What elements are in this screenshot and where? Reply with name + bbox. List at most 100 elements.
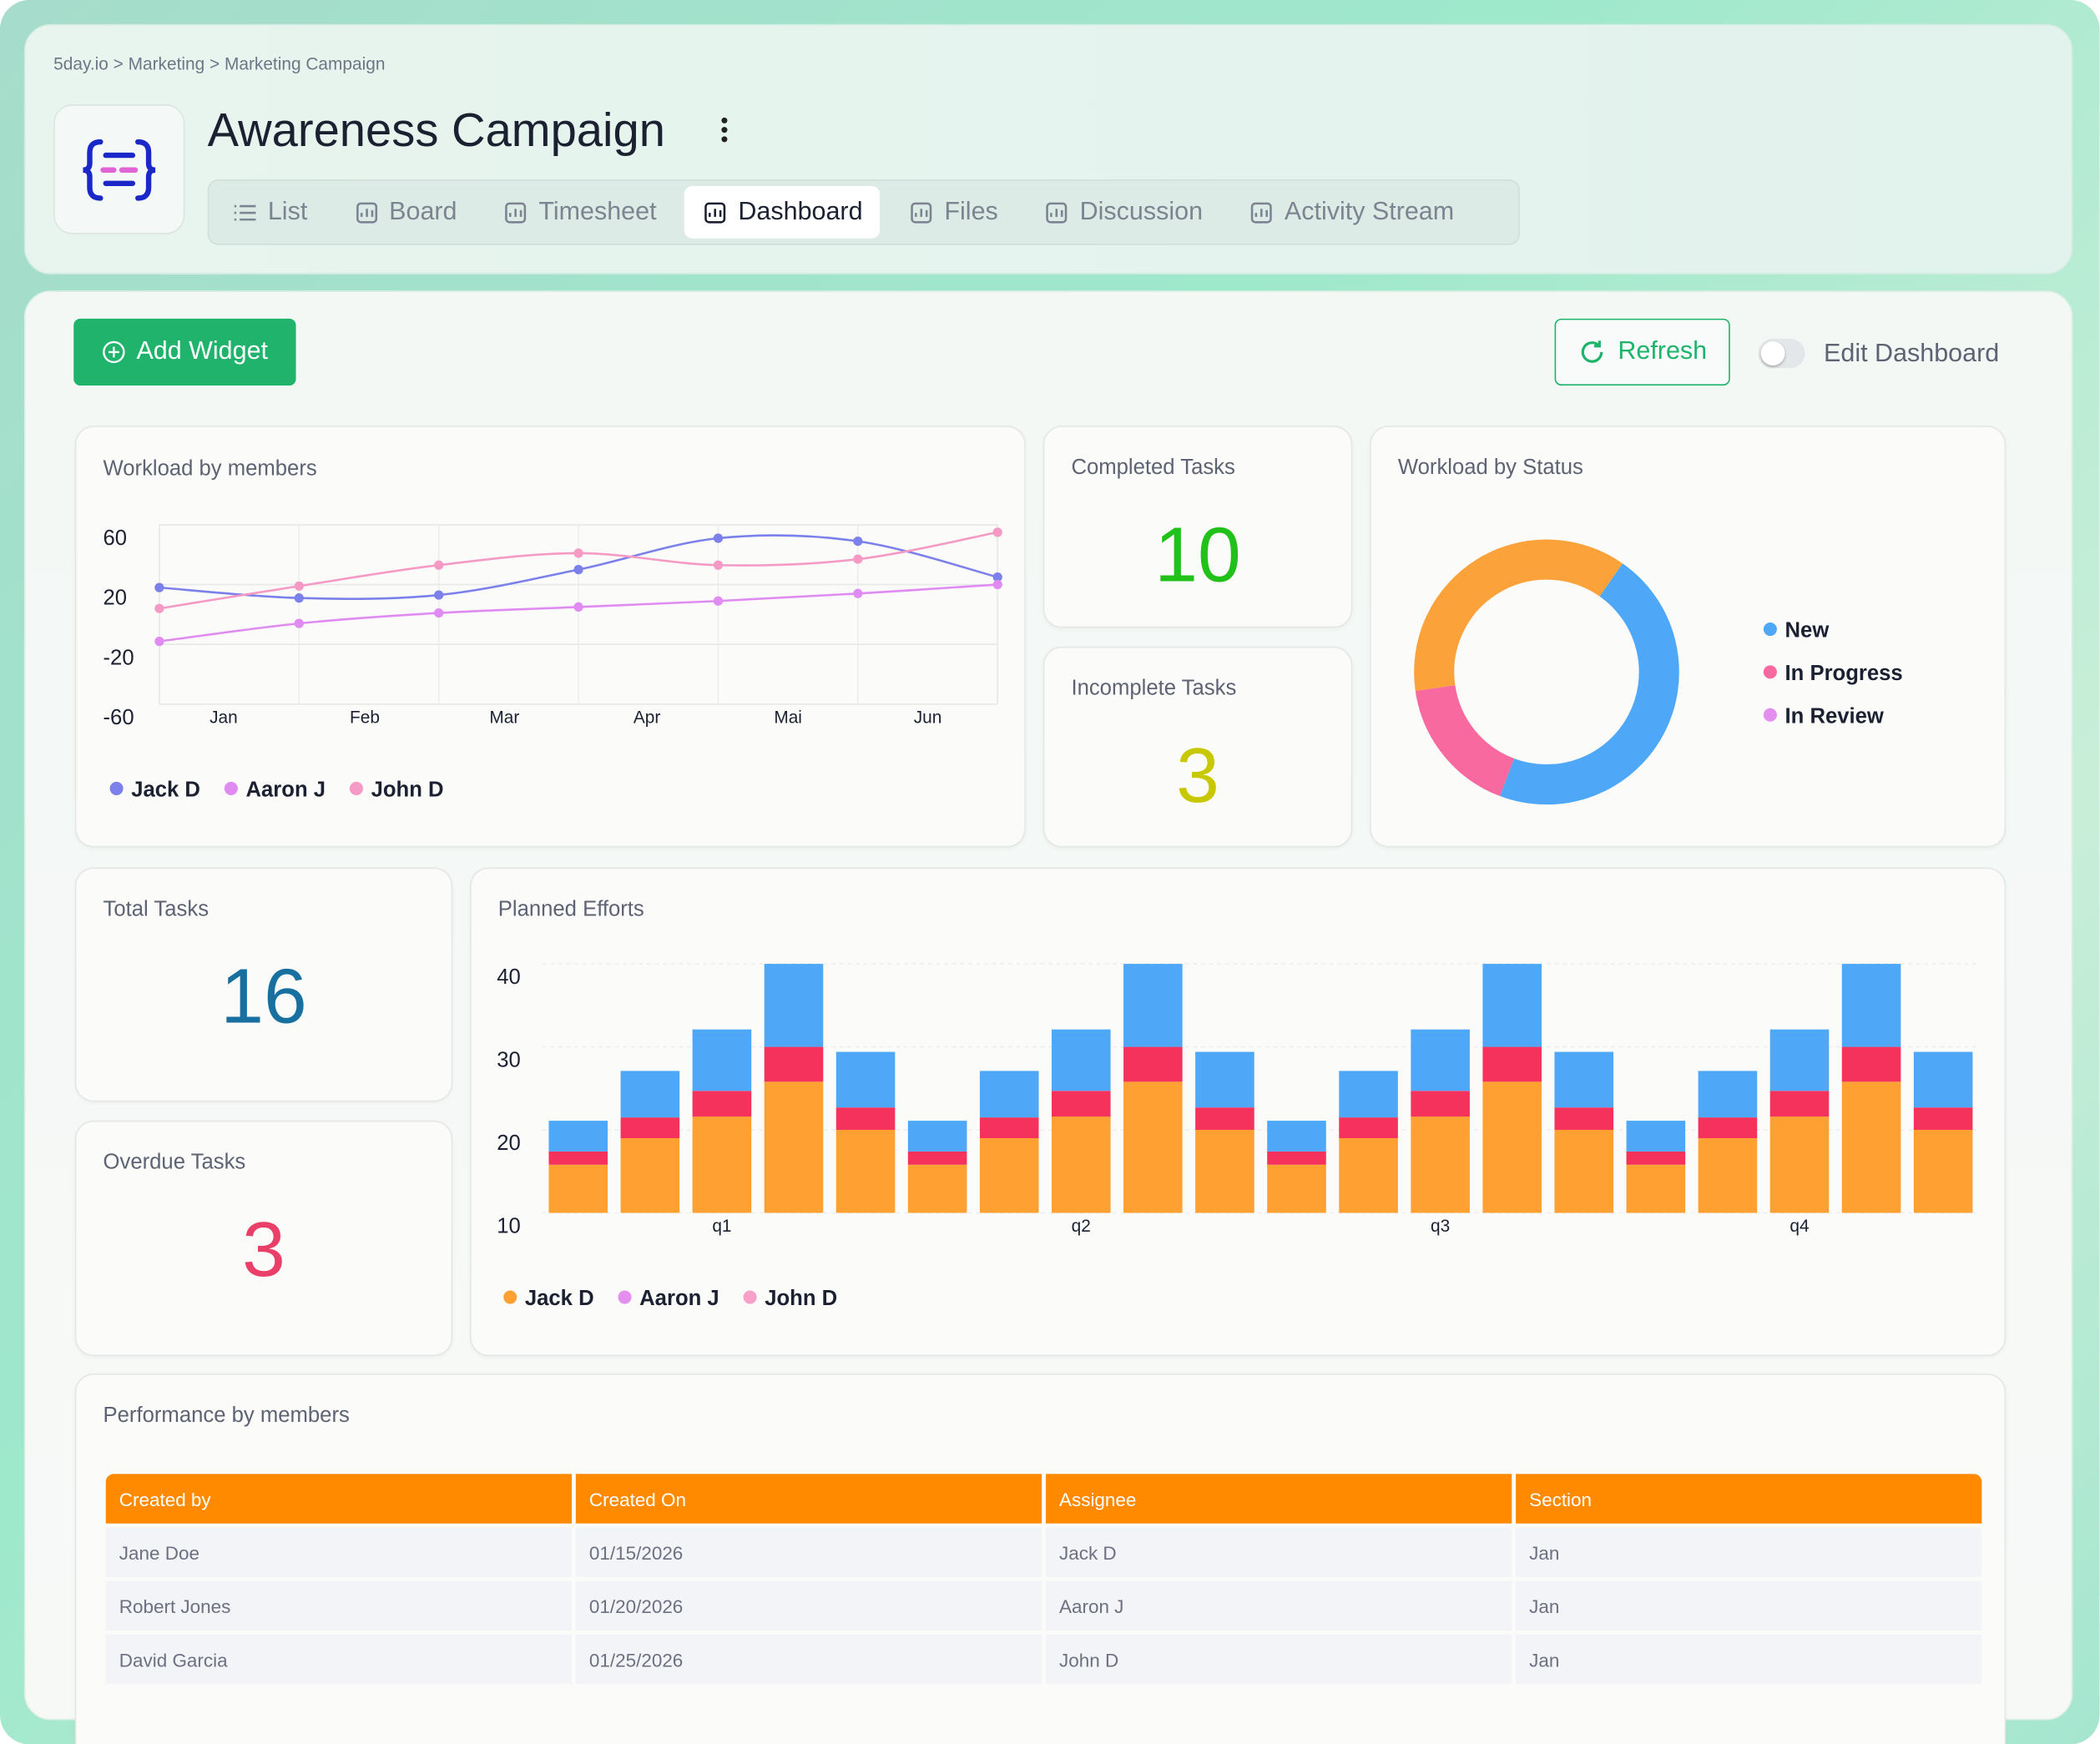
legend-label: Jack D [131,779,200,802]
bar-segment [1769,1029,1830,1091]
bar-segment [835,1051,896,1108]
bar-segment [548,1121,608,1152]
tab-label: Files [944,197,998,226]
bar-segment [764,1081,824,1213]
bar-segment [1913,1107,1973,1131]
logo-icon [83,139,156,201]
table-cell: Jan [1516,1634,1982,1685]
page-title: Awareness Campaign [207,104,665,157]
bar-segment [1769,1091,1830,1117]
point [294,618,304,628]
donut-slice [1414,539,1623,691]
legend-marker [503,1290,517,1304]
point [853,588,863,598]
point [713,560,724,570]
bar-segment [1554,1130,1614,1213]
point [434,607,444,618]
x-tick-label: q4 [1790,1217,1809,1236]
add-widget-button[interactable]: Add Widget [73,318,296,386]
point [573,602,583,612]
bar-segment [1411,1091,1470,1117]
y-tick-label: 40 [497,965,521,989]
table-cell: Robert Jones [105,1580,573,1631]
header-cell: Assignee [1045,1474,1512,1524]
legend-marker [1763,665,1777,679]
point [853,554,863,564]
x-tick-label: Apr [634,708,660,727]
table-cell: 01/25/2026 [575,1634,1042,1685]
card-title: Completed Tasks [1071,456,1235,480]
header-cell: Section [1516,1474,1982,1524]
edit-toggle[interactable] [1758,338,1805,369]
bar-segment [1626,1121,1686,1152]
table-cell: Jan [1516,1527,1982,1577]
y-tick-label: -20 [103,646,134,669]
table-cell: Jack D [1045,1527,1512,1577]
y-tick-label: 60 [103,527,128,550]
stat-card: Completed Tasks 10 [1042,426,1353,628]
point [434,590,444,600]
bar-segment [1051,1091,1111,1117]
table-cell: David Garcia [105,1634,573,1685]
data-table: Created by Created On Assignee Section Jane … [102,1470,1986,1689]
bar-segment [1411,1116,1470,1213]
bar-segment [907,1121,967,1152]
table-row: David Garcia 01/25/2026 John D Jan [105,1634,1982,1685]
bar-segment [907,1164,967,1213]
tab-icon [505,201,527,223]
bar-segment [835,1130,896,1213]
legend-label: In Progress [1785,662,1903,685]
table-cell: Jan [1516,1580,1982,1631]
point [992,527,1002,537]
y-tick-label: 20 [497,1132,521,1155]
y-tick-label: 30 [497,1049,521,1072]
table-cell: Jane Doe [105,1527,573,1577]
legend-marker [109,781,124,795]
performance-card: Performance by members Created by Created… [74,1374,2007,1744]
tab[interactable]: Discussion [1026,186,1219,239]
stat-value: 16 [220,953,307,1041]
bar-segment [1482,1081,1542,1213]
bar-segment [1841,964,1901,1047]
legend-label: Jack D [525,1287,594,1310]
stat-value: 3 [242,1206,285,1293]
point [154,582,164,592]
tab[interactable]: List [215,186,325,239]
donut-slice [1415,684,1515,797]
tab[interactable]: Board [336,186,474,239]
tab[interactable]: Activity Stream [1231,186,1472,239]
x-tick-label: Mar [489,708,519,727]
table-cell: 01/15/2026 [575,1527,1042,1577]
breadcrumb[interactable]: 5day.io > Marketing > Marketing Campaign [53,53,386,74]
refresh-button[interactable]: Refresh [1554,318,1730,386]
bar-segment [1123,964,1183,1047]
stat-card: Incomplete Tasks 3 [1042,646,1353,848]
toggle-knob [1760,341,1785,365]
bar-segment [692,1116,752,1213]
point [154,603,164,613]
x-tick-label: Mai [774,708,802,727]
tab[interactable]: Dashboard [684,185,881,239]
bar-segment [979,1137,1039,1213]
bar-segment [1769,1116,1830,1213]
bar-segment [764,1046,824,1082]
chart-title: Planned Efforts [498,897,644,920]
bar-segment [1123,1081,1183,1213]
bar-segment [1339,1117,1398,1138]
bar-segment [979,1071,1039,1118]
x-tick-label: Jun [914,708,942,727]
more-menu[interactable] [712,115,736,148]
legend-label: Aaron J [639,1287,719,1310]
bar-segment [1267,1121,1326,1152]
bar-segment [1841,1081,1901,1213]
tab[interactable]: Files [891,186,1015,239]
stat-value: 10 [1154,511,1241,599]
bar-segment [1267,1164,1326,1213]
tab[interactable]: Timesheet [485,186,674,239]
bar-segment [1195,1130,1254,1213]
bar-segment [1913,1051,1973,1108]
bar-segment [1195,1107,1254,1131]
